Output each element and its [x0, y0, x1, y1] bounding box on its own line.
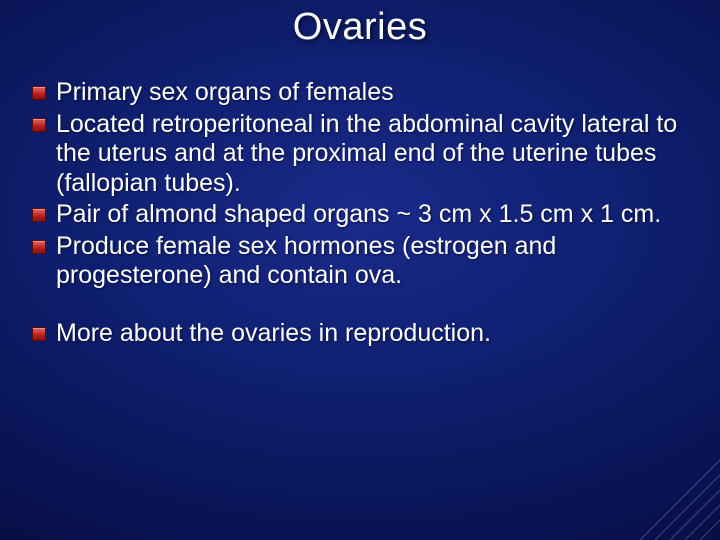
list-item: Produce female sex hormones (estrogen an…	[32, 232, 692, 291]
decoration-corner-lines-icon	[630, 450, 720, 540]
list-item: Primary sex organs of females	[32, 78, 692, 108]
slide-body: Primary sex organs of females Located re…	[32, 78, 692, 350]
bullet-icon	[32, 327, 46, 341]
bullet-text: Pair of almond shaped organs ~ 3 cm x 1.…	[56, 200, 661, 230]
bullet-text: More about the ovaries in reproduction.	[56, 319, 491, 349]
slide-title: Ovaries	[0, 6, 720, 49]
bullet-text: Located retroperitoneal in the abdominal…	[56, 110, 692, 199]
bullet-icon	[32, 118, 46, 132]
slide: Ovaries Primary sex organs of females Lo…	[0, 0, 720, 540]
list-item: More about the ovaries in reproduction.	[32, 319, 692, 349]
list-item: Pair of almond shaped organs ~ 3 cm x 1.…	[32, 200, 692, 230]
bullet-text: Primary sex organs of females	[56, 78, 394, 108]
list-item: Located retroperitoneal in the abdominal…	[32, 110, 692, 199]
bullet-text: Produce female sex hormones (estrogen an…	[56, 232, 692, 291]
bullet-icon	[32, 240, 46, 254]
bullet-icon	[32, 208, 46, 222]
bullet-icon	[32, 86, 46, 100]
